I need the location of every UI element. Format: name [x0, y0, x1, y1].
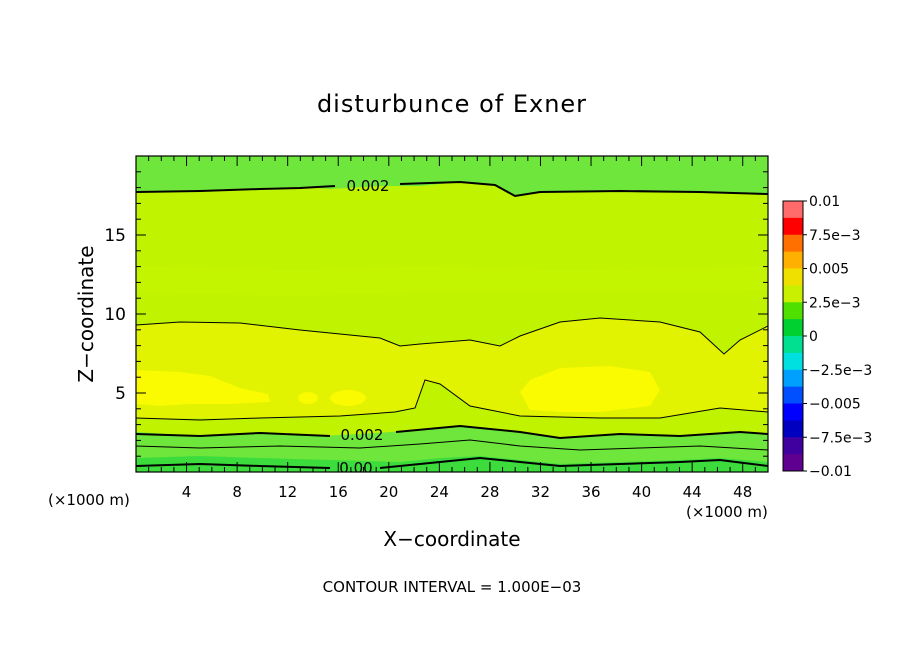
colorbar-swatch [783, 217, 803, 236]
colorbar-swatch [783, 201, 803, 219]
colorbar-swatch [783, 234, 803, 253]
x-tick-label: 44 [683, 483, 702, 501]
x-tick-label: 16 [329, 483, 348, 501]
bulge-small-1 [298, 392, 318, 404]
colorbar-swatch [783, 302, 803, 320]
colorbar-swatch [783, 437, 803, 455]
colorbar-label: 0.005 [809, 262, 849, 278]
colorbar-label: −0.005 [809, 397, 861, 413]
colorbar-swatch [783, 369, 803, 388]
contour-line [136, 317, 768, 355]
colorbar-swatch [783, 268, 803, 286]
contour-label: 0.00 [339, 459, 372, 477]
colorbar-label: −0.01 [809, 464, 852, 480]
x-unit-label: (×1000 m) [686, 503, 768, 521]
chart-title: disturbunce of Exner [317, 90, 587, 118]
x-tick-label: 20 [379, 483, 398, 501]
y-tick-label: 15 [104, 226, 126, 246]
colorbar-label: 0 [809, 329, 818, 345]
y-axis-title: Z−coordinate [74, 245, 98, 382]
colorbar-swatch [783, 420, 803, 438]
band-mid-upper [136, 266, 768, 296]
y-tick-label: 10 [104, 305, 126, 325]
contour-line [136, 439, 768, 451]
colorbar-swatch [783, 251, 803, 269]
colorbar-label: 0.01 [809, 194, 840, 210]
x-tick-label: 36 [581, 483, 600, 501]
bulge-small-2 [330, 390, 366, 406]
contour-fill: 0.002 0.002 0.00 [136, 156, 768, 477]
colorbar-swatch [783, 336, 803, 354]
colorbar-swatch [783, 352, 803, 371]
colorbar-label: −2.5e−3 [809, 363, 872, 379]
colorbar-swatch [783, 386, 803, 404]
y-unit-label: (×1000 m) [48, 491, 130, 509]
colorbar-swatch [783, 403, 803, 421]
colorbar-swatch [783, 285, 803, 303]
y-axis: 5 10 15 [104, 171, 768, 457]
contour-line [136, 456, 768, 469]
bulge-right [520, 366, 660, 412]
x-tick-label: 8 [232, 483, 242, 501]
colorbar-label: 7.5e−3 [809, 228, 861, 244]
x-tick-label: 24 [430, 483, 449, 501]
y-tick-label: 5 [115, 384, 126, 404]
colorbar-swatch [783, 454, 803, 472]
colorbar: 0.01 7.5e−3 0.005 2.5e−3 0 −2.5e−3 −0.005 −7.5e… [782, 194, 872, 480]
contour-line [136, 379, 768, 421]
x-tick-label: 4 [182, 483, 192, 501]
x-tick-label: 12 [278, 483, 297, 501]
contour-label: 0.002 [347, 177, 390, 195]
x-axis: 4 8 12 16 20 24 28 32 36 40 44 48 [148, 156, 756, 501]
contour-label: 0.002 [341, 426, 384, 444]
colorbar-label: 2.5e−3 [809, 295, 861, 311]
x-tick-label: 48 [733, 483, 752, 501]
x-tick-label: 28 [480, 483, 499, 501]
contour-line [136, 424, 768, 440]
band-ground [136, 456, 768, 472]
colorbar-swatch [783, 319, 803, 337]
x-axis-title: X−coordinate [383, 527, 520, 551]
x-tick-label: 40 [632, 483, 651, 501]
band-top [136, 156, 768, 196]
contour-line [136, 180, 768, 198]
bulge-left [136, 370, 270, 406]
colorbar-label: −7.5e−3 [809, 430, 872, 446]
contour-interval-note: CONTOUR INTERVAL = 1.000E−03 [323, 578, 582, 596]
x-tick-label: 32 [531, 483, 550, 501]
